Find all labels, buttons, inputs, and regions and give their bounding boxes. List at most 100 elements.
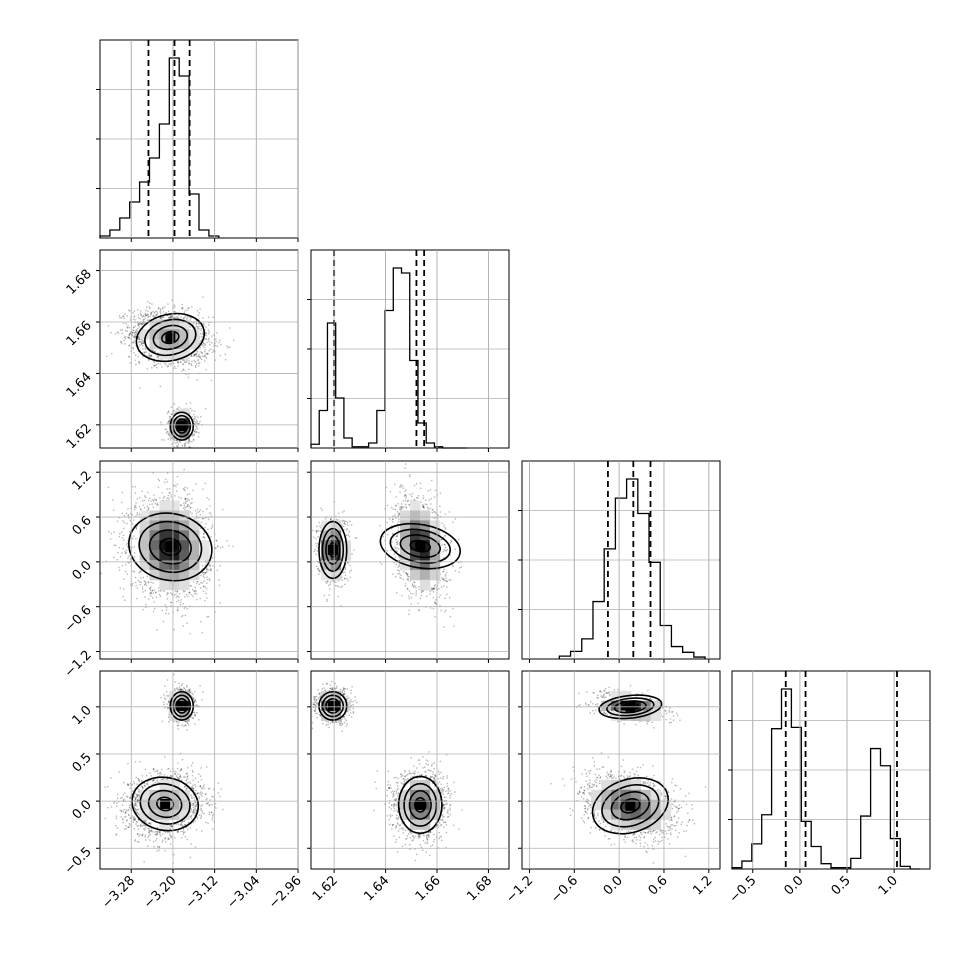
- sample-point: [171, 316, 173, 318]
- contour-0-3-1-1: [147, 789, 183, 819]
- sample-point: [188, 439, 190, 441]
- sample-point: [583, 790, 586, 792]
- sample-point: [406, 574, 408, 577]
- sample-point: [185, 724, 187, 727]
- sample-point: [587, 799, 589, 802]
- sample-point: [149, 779, 152, 781]
- hist-bar-2-7: [638, 513, 649, 659]
- density-cell: [330, 530, 342, 541]
- sample-point: [141, 323, 143, 326]
- sample-point: [396, 788, 398, 791]
- sample-point: [123, 315, 125, 318]
- sample-point: [596, 768, 598, 770]
- sample-point: [177, 722, 180, 724]
- sample-point: [181, 688, 183, 691]
- sample-point: [441, 810, 444, 812]
- sample-point: [676, 712, 678, 714]
- sample-point: [373, 809, 375, 812]
- sample-point: [122, 799, 125, 801]
- sample-point: [576, 799, 579, 802]
- sample-point: [125, 549, 128, 551]
- sample-point: [392, 532, 394, 535]
- density-cell: [611, 819, 622, 830]
- sample-point: [405, 573, 408, 575]
- sample-point: [639, 720, 641, 722]
- sample-point: [420, 774, 423, 777]
- sample-point: [200, 830, 203, 832]
- sample-point: [169, 592, 172, 594]
- sample-point: [126, 326, 128, 329]
- sample-point: [604, 713, 606, 715]
- sample-point: [160, 696, 162, 699]
- sample-point: [159, 833, 161, 835]
- sample-point: [201, 788, 203, 790]
- sample-point: [156, 312, 159, 314]
- sample-point: [138, 345, 140, 348]
- sample-point: [194, 326, 196, 328]
- sample-point: [155, 591, 157, 593]
- sample-point: [133, 509, 136, 511]
- density-cell: [640, 819, 652, 830]
- sample-point: [412, 771, 415, 774]
- y-tick-label-j03-2: 0.5: [70, 750, 95, 775]
- sample-point: [124, 343, 126, 345]
- sample-point: [179, 603, 182, 606]
- sample-point: [121, 796, 123, 799]
- sample-point: [131, 547, 133, 549]
- sample-point: [342, 687, 345, 689]
- sample-point: [124, 329, 127, 332]
- sample-point: [183, 776, 185, 778]
- sample-point: [424, 842, 426, 844]
- sample-point: [429, 775, 432, 778]
- sample-point: [450, 793, 452, 795]
- sample-point: [172, 485, 175, 487]
- sample-point: [442, 793, 445, 795]
- density-peak-1-2-1: [415, 541, 426, 552]
- sample-point: [593, 814, 596, 816]
- sample-point: [353, 549, 355, 551]
- sample-point: [129, 801, 131, 803]
- sample-point: [148, 822, 150, 825]
- density-cell: [410, 520, 421, 531]
- sample-point: [445, 831, 448, 834]
- sample-point: [349, 698, 352, 701]
- sample-point: [589, 832, 592, 834]
- sample-point: [153, 364, 155, 367]
- sample-point: [149, 830, 152, 832]
- sample-point: [148, 832, 150, 834]
- sample-point: [110, 806, 113, 808]
- sample-point: [199, 587, 202, 589]
- sample-point: [204, 482, 207, 485]
- sample-point: [675, 829, 677, 832]
- sample-point: [147, 491, 149, 494]
- sample-point: [608, 775, 611, 778]
- sample-point: [160, 316, 162, 319]
- sample-point: [192, 489, 194, 492]
- sample-point: [316, 568, 319, 570]
- sample-point: [184, 614, 187, 617]
- density-cell: [650, 710, 662, 721]
- sample-point: [318, 693, 321, 695]
- sample-point: [639, 845, 642, 847]
- sample-point: [387, 784, 389, 786]
- sample-point: [197, 719, 200, 721]
- hist-bar-1-10: [393, 268, 401, 448]
- sample-point: [324, 689, 326, 691]
- sample-point: [409, 837, 412, 839]
- sample-point: [217, 545, 219, 547]
- sample-point: [145, 603, 147, 606]
- sample-point: [193, 796, 195, 799]
- sample-point: [443, 815, 445, 818]
- marginal-panel-3: −0.5 0.0 0.5 1.0: [727, 670, 931, 906]
- sample-point: [395, 517, 397, 519]
- sample-point: [651, 721, 653, 723]
- sample-point: [195, 322, 198, 325]
- sample-point: [150, 581, 152, 584]
- sample-point: [194, 510, 197, 512]
- sample-point: [626, 775, 629, 777]
- sample-point: [189, 782, 192, 784]
- sample-point: [145, 314, 148, 317]
- sample-point: [593, 760, 596, 763]
- sample-point: [184, 489, 186, 492]
- sample-point: [332, 688, 334, 690]
